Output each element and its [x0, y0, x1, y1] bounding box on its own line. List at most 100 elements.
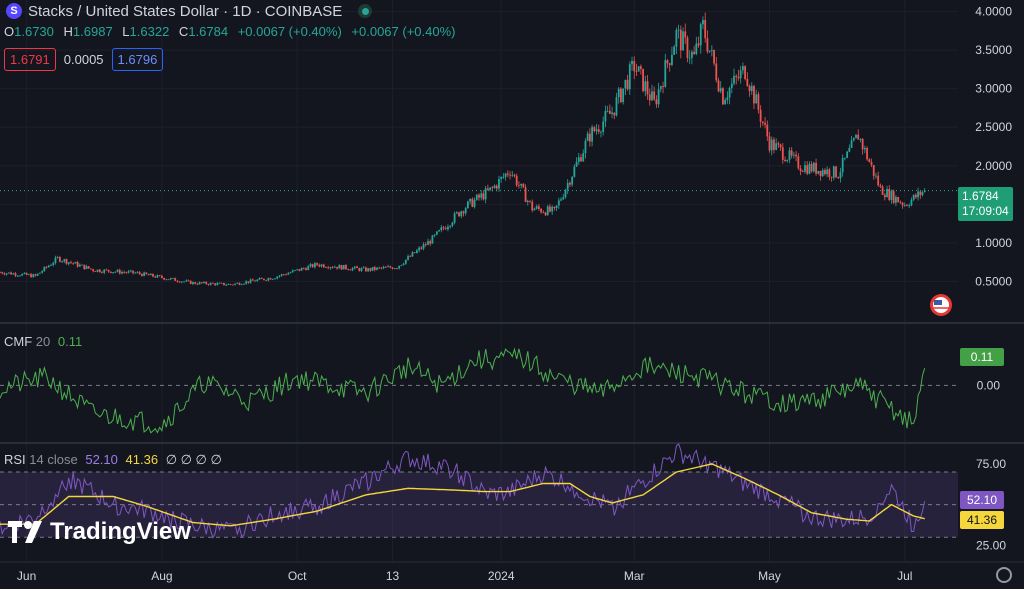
- candle-body: [50, 264, 52, 266]
- sell-button[interactable]: 1.6791: [4, 48, 56, 71]
- candle-body: [347, 268, 350, 270]
- candle-body: [276, 276, 279, 279]
- candle-body: [396, 268, 398, 270]
- candle-body: [409, 256, 412, 258]
- candle-body: [311, 264, 314, 268]
- candle-body: [808, 163, 811, 174]
- candle-body: [451, 222, 454, 226]
- candle-body: [582, 153, 585, 162]
- candle-body: [211, 282, 214, 284]
- candle-body: [469, 198, 472, 202]
- candle-body: [260, 278, 263, 279]
- candle-body: [54, 257, 57, 264]
- candle-body: [309, 264, 312, 267]
- candle-body: [682, 31, 684, 51]
- candle-body: [617, 88, 620, 98]
- candle-body: [58, 256, 61, 262]
- spread-value: 0.0005: [63, 52, 104, 67]
- candle-body: [502, 176, 505, 178]
- candle-body: [737, 76, 740, 79]
- candle-body: [839, 172, 842, 179]
- candle-body: [34, 274, 37, 276]
- candle-body: [859, 139, 862, 140]
- candle-body: [633, 60, 636, 72]
- candle-body: [513, 174, 516, 176]
- candle-body: [850, 140, 853, 149]
- candle-body: [387, 266, 389, 268]
- candle-body: [642, 68, 645, 92]
- candle-body: [604, 110, 607, 122]
- y-tick-label: 2.0000: [975, 159, 1012, 173]
- candle-body: [218, 282, 221, 284]
- candle-body: [908, 205, 911, 207]
- candle-body: [340, 265, 343, 270]
- candle-body: [1, 272, 4, 274]
- candle-body: [404, 259, 407, 264]
- candle-body: [291, 270, 294, 273]
- candle-body: [158, 275, 161, 277]
- candle-body: [551, 206, 554, 212]
- candle-body: [98, 269, 101, 273]
- candle-body: [265, 279, 268, 281]
- candle-body: [755, 94, 758, 104]
- candle-body: [61, 261, 63, 263]
- candle-body: [653, 91, 656, 100]
- candle-body: [766, 124, 769, 137]
- candle-body: [251, 279, 254, 281]
- candle-body: [761, 121, 764, 123]
- candle-body: [129, 270, 132, 272]
- candle-body: [132, 270, 134, 274]
- candle-body: [365, 267, 367, 272]
- candle-body: [824, 170, 826, 175]
- candle-body: [478, 194, 480, 198]
- candle-body: [174, 278, 177, 281]
- rsi-value: 52.10: [85, 452, 118, 467]
- candle-body: [189, 280, 192, 284]
- candle-body: [402, 263, 405, 265]
- candle-body: [919, 191, 922, 196]
- candle-body: [518, 185, 520, 187]
- candle-body: [90, 268, 92, 270]
- candle-body: [710, 50, 713, 51]
- candle-body: [726, 97, 729, 101]
- candle-body: [101, 272, 103, 273]
- candle-body: [400, 264, 403, 266]
- candle-body: [25, 272, 28, 275]
- candle-body: [746, 78, 749, 86]
- candle-body: [141, 273, 143, 276]
- candle-body: [606, 110, 609, 112]
- candle-body: [715, 63, 718, 81]
- candle-body: [278, 275, 281, 277]
- candle-body: [562, 197, 565, 200]
- candle-body: [664, 60, 667, 88]
- candle-body: [899, 202, 902, 204]
- candle-body: [475, 194, 478, 200]
- candle-body: [167, 279, 170, 281]
- candle-body: [639, 66, 642, 69]
- candle-body: [872, 165, 875, 176]
- candle-body: [491, 187, 494, 189]
- rsi-legend: RSI 14 close 52.10 41.36 ∅ ∅ ∅ ∅: [4, 452, 222, 468]
- candle-body: [127, 271, 130, 273]
- x-tick-label: 13: [386, 569, 400, 583]
- candle-body: [345, 265, 347, 269]
- candle-body: [103, 269, 106, 273]
- candle-body: [0, 272, 1, 273]
- buy-button[interactable]: 1.6796: [111, 48, 164, 71]
- candle-body: [413, 252, 416, 254]
- chart-title: Stacks / United States Dollar · 1D · COI…: [28, 2, 343, 20]
- candle-body: [855, 134, 857, 139]
- candle-body: [464, 208, 467, 214]
- candle-body: [371, 267, 374, 271]
- x-tick-label: Mar: [624, 569, 645, 583]
- candle-body: [78, 264, 81, 267]
- candle-body: [316, 263, 319, 265]
- candle-body: [240, 284, 243, 286]
- candle-body: [56, 256, 59, 258]
- candle-body: [890, 191, 893, 200]
- candle-body: [626, 79, 629, 90]
- settings-gear-icon[interactable]: [996, 567, 1012, 583]
- rsi-param: 14 close: [29, 452, 78, 467]
- ohlc-low: 1.6322: [129, 24, 170, 39]
- candle-body: [883, 194, 886, 198]
